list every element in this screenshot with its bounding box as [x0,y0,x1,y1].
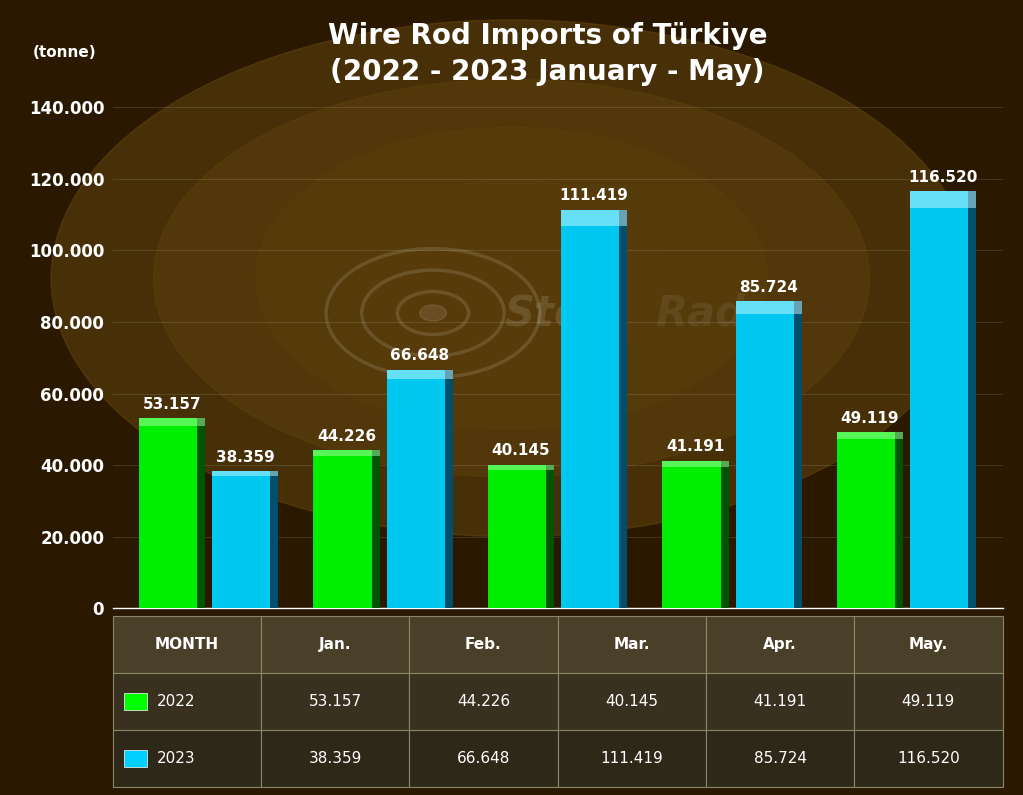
Bar [619,210,627,608]
Text: 44.226: 44.226 [317,429,375,444]
Bar [706,616,854,673]
Bar [736,301,802,314]
Bar [139,418,205,608]
Text: 53.157: 53.157 [309,694,361,709]
Bar [706,730,854,787]
Bar [910,192,976,608]
Bar [313,450,380,608]
Text: 44.226: 44.226 [457,694,509,709]
Text: Steel: Steel [504,292,625,334]
Bar [706,673,854,730]
Bar [212,471,278,476]
Bar [837,432,903,440]
Bar [139,418,205,608]
Text: 2022: 2022 [158,694,195,709]
Bar [313,450,380,456]
Bar [895,432,903,608]
Bar [409,616,558,673]
Ellipse shape [153,80,870,477]
Ellipse shape [358,179,665,378]
Text: 40.145: 40.145 [492,443,550,458]
Bar [561,210,627,608]
Bar [720,461,728,608]
Bar [113,673,261,730]
Text: Mar.: Mar. [614,637,650,652]
Bar [387,370,453,608]
Text: 116.520: 116.520 [908,170,978,185]
Text: 38.359: 38.359 [216,449,274,464]
Ellipse shape [51,20,972,537]
Bar [837,432,903,608]
Text: Wire Rod Imports of Türkiye: Wire Rod Imports of Türkiye [327,21,767,50]
Bar [561,210,627,226]
Bar [662,461,728,608]
Text: 41.191: 41.191 [666,440,724,455]
Text: 2023: 2023 [158,751,195,766]
Text: 66.648: 66.648 [390,348,449,363]
Text: 111.419: 111.419 [601,751,663,766]
Text: 49.119: 49.119 [901,694,955,709]
Bar [558,673,706,730]
Text: 85.724: 85.724 [740,280,798,295]
Bar [546,464,554,608]
Bar [854,673,1003,730]
Bar [488,464,554,608]
Bar [371,450,380,608]
Ellipse shape [256,127,767,429]
Text: MONTH: MONTH [154,637,219,652]
Bar [212,471,278,608]
Bar [969,192,976,608]
Bar [910,192,976,608]
Bar [736,301,802,608]
Bar [561,210,627,608]
Bar [197,418,205,608]
Text: 41.191: 41.191 [754,694,806,709]
Text: 66.648: 66.648 [456,751,510,766]
Text: Jan.: Jan. [319,637,351,652]
Bar [387,370,453,379]
Bar [212,471,278,608]
Text: Apr.: Apr. [763,637,797,652]
Bar [662,461,728,608]
Bar [125,693,146,710]
Bar [270,471,278,608]
Bar [837,432,903,608]
Text: 53.157: 53.157 [142,397,202,412]
Bar [139,418,205,425]
Bar [313,450,380,608]
Bar [910,192,976,208]
Bar [558,616,706,673]
Bar [488,464,554,471]
Bar [409,730,558,787]
Text: May.: May. [908,637,948,652]
Bar [662,461,728,467]
Bar [113,730,261,787]
Bar [445,370,453,608]
Text: Feb.: Feb. [465,637,501,652]
Bar [854,616,1003,673]
Text: (2022 - 2023 January - May): (2022 - 2023 January - May) [330,57,764,86]
Text: Radar: Radar [656,292,794,334]
Text: 116.520: 116.520 [897,751,960,766]
Bar [736,301,802,608]
Bar [794,301,802,608]
Bar [261,673,409,730]
Bar [387,370,453,608]
Bar [113,616,261,673]
Bar [558,730,706,787]
Text: 38.359: 38.359 [308,751,362,766]
Text: 49.119: 49.119 [841,411,899,426]
Text: 85.724: 85.724 [754,751,806,766]
Bar [409,673,558,730]
Bar [261,730,409,787]
Bar [854,730,1003,787]
Text: 111.419: 111.419 [560,188,628,204]
Text: (tonne): (tonne) [33,45,96,60]
Bar [125,750,146,767]
Text: 40.145: 40.145 [606,694,658,709]
Bar [488,464,554,608]
Circle shape [419,305,446,321]
Bar [261,616,409,673]
